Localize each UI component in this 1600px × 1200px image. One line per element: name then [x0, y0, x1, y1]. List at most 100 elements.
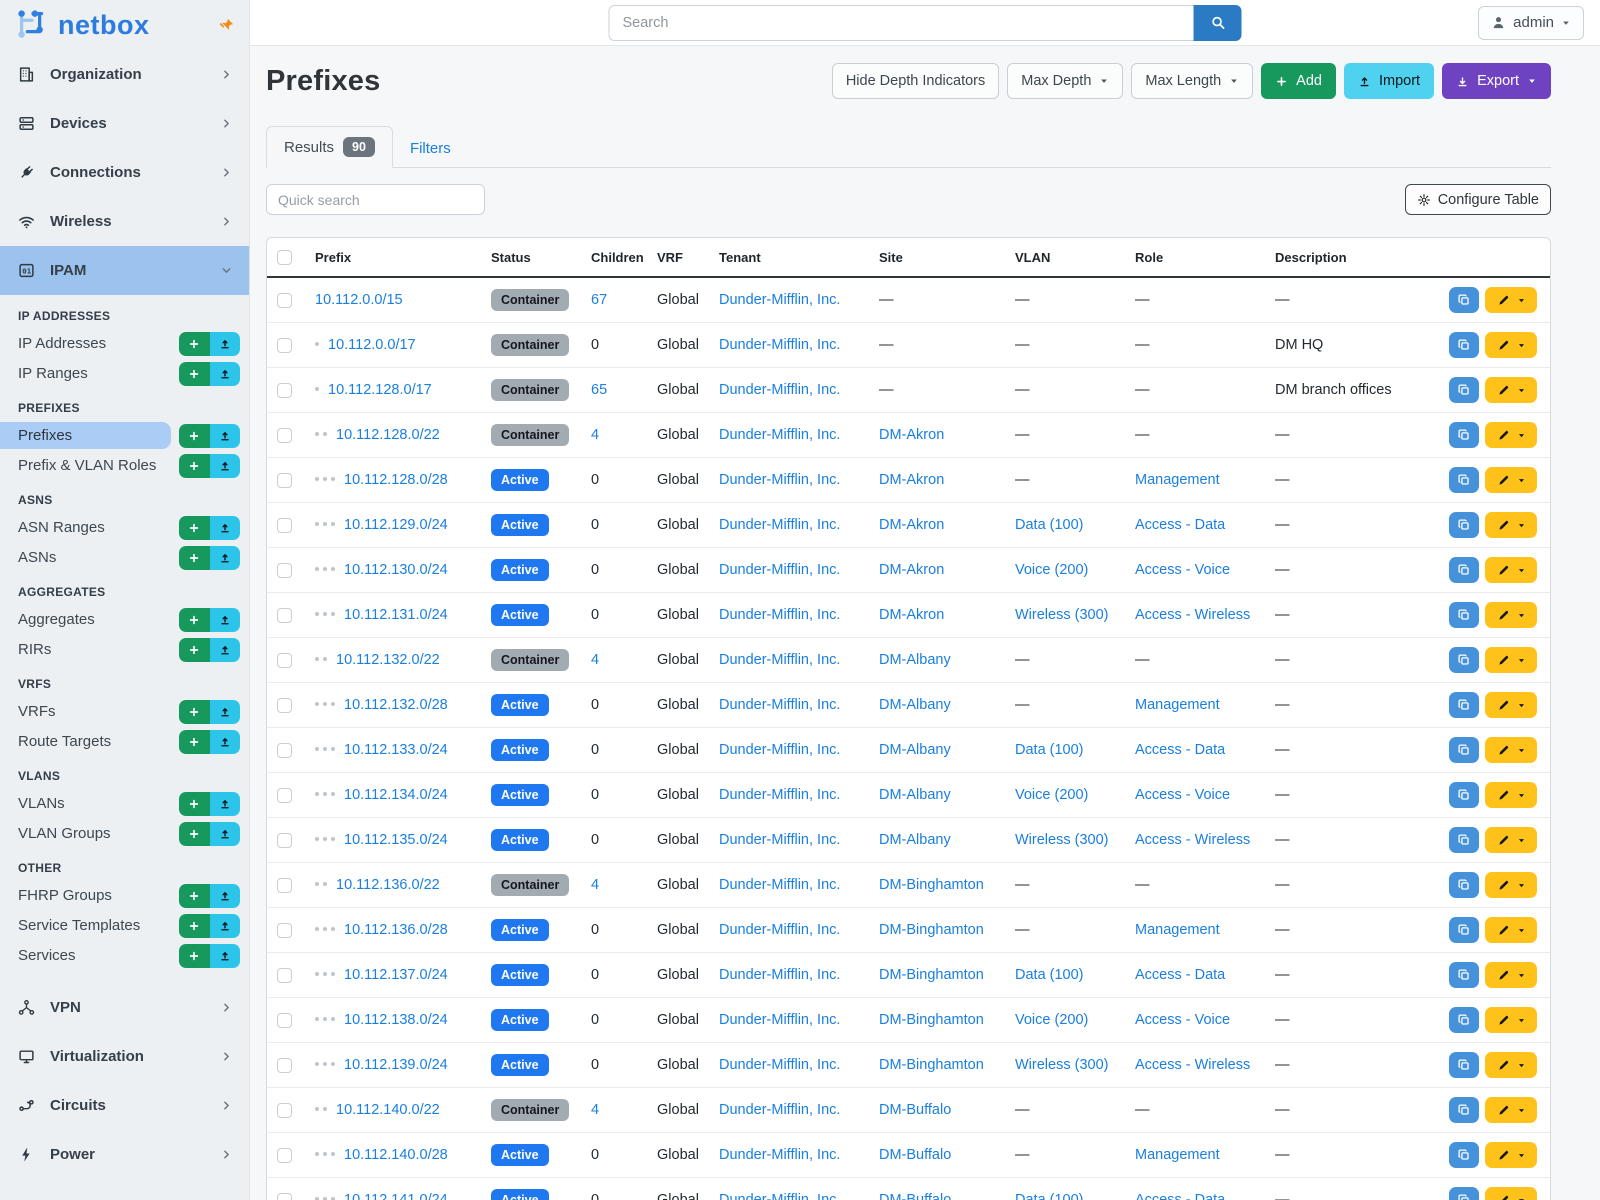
tenant-link[interactable]: Dunder-Mifflin, Inc.	[719, 382, 841, 399]
quick-add-button[interactable]	[179, 637, 210, 662]
prefix-link[interactable]: 10.112.132.0/28	[344, 697, 448, 714]
site-link[interactable]: DM-Albany	[879, 742, 951, 759]
sidebar-link-services[interactable]: Services	[18, 947, 76, 964]
clone-button[interactable]	[1449, 287, 1479, 314]
export-dropdown[interactable]: Export	[1442, 63, 1551, 99]
quick-import-button[interactable]	[209, 361, 240, 386]
sidebar-link-vlans[interactable]: VLANs	[18, 795, 65, 812]
prefix-link[interactable]: 10.112.130.0/24	[344, 562, 448, 579]
clone-button[interactable]	[1449, 512, 1479, 539]
clone-button[interactable]	[1449, 557, 1479, 584]
tenant-link[interactable]: Dunder-Mifflin, Inc.	[719, 697, 841, 714]
sidebar-link-route-targets[interactable]: Route Targets	[18, 733, 112, 750]
clone-button[interactable]	[1449, 422, 1479, 449]
user-menu-button[interactable]: admin	[1478, 5, 1584, 40]
tenant-link[interactable]: Dunder-Mifflin, Inc.	[719, 607, 841, 624]
tenant-link[interactable]: Dunder-Mifflin, Inc.	[719, 787, 841, 804]
clone-button[interactable]	[1449, 332, 1479, 359]
column-header-site[interactable]: Site	[869, 238, 1005, 279]
clone-button[interactable]	[1449, 1052, 1479, 1079]
role-link[interactable]: Management	[1135, 472, 1220, 489]
prefix-link[interactable]: 10.112.138.0/24	[344, 1012, 448, 1029]
tenant-link[interactable]: Dunder-Mifflin, Inc.	[719, 1192, 840, 1200]
prefix-link[interactable]: 10.112.129.0/24	[344, 517, 448, 534]
prefix-link[interactable]: 10.112.134.0/24	[344, 787, 448, 804]
quick-import-button[interactable]	[209, 637, 240, 662]
children-count[interactable]: 4	[591, 877, 600, 894]
edit-button[interactable]	[1485, 872, 1537, 899]
sidebar-item-wireless[interactable]: Wireless	[0, 197, 249, 246]
row-checkbox[interactable]	[277, 1012, 292, 1028]
configure-table-button[interactable]: Configure Table	[1404, 184, 1551, 215]
select-all-checkbox[interactable]	[277, 250, 292, 266]
clone-button[interactable]	[1449, 872, 1479, 899]
clone-button[interactable]	[1449, 602, 1479, 629]
sidebar-link-asns[interactable]: ASNs	[18, 549, 57, 566]
tab-filters[interactable]: Filters	[409, 140, 451, 157]
tenant-link[interactable]: Dunder-Mifflin, Inc.	[719, 1147, 841, 1164]
edit-button[interactable]	[1485, 1052, 1537, 1079]
quick-add-button[interactable]	[179, 729, 210, 754]
sidebar-link-vlan-groups[interactable]: VLAN Groups	[18, 825, 111, 842]
edit-button[interactable]	[1485, 467, 1537, 494]
prefix-link[interactable]: 10.112.136.0/28	[344, 922, 448, 939]
row-checkbox[interactable]	[277, 877, 292, 893]
quick-add-button[interactable]	[179, 423, 210, 448]
sidebar-item-circuits[interactable]: Circuits	[0, 1081, 249, 1130]
edit-button[interactable]	[1485, 512, 1537, 539]
prefix-link[interactable]: 10.112.140.0/22	[336, 1102, 440, 1119]
edit-button[interactable]	[1485, 647, 1537, 674]
add-button[interactable]: Add	[1261, 63, 1336, 99]
sidebar-link-fhrp-groups[interactable]: FHRP Groups	[18, 887, 112, 904]
vlan-link[interactable]: Wireless (300)	[1015, 1057, 1109, 1074]
quick-import-button[interactable]	[209, 515, 240, 540]
clone-button[interactable]	[1449, 737, 1479, 764]
vlan-link[interactable]: Wireless (300)	[1015, 832, 1109, 849]
site-link[interactable]: DM-Akron	[879, 427, 945, 444]
tenant-link[interactable]: Dunder-Mifflin, Inc.	[719, 1012, 841, 1029]
prefix-link[interactable]: 10.112.0.0/17	[328, 337, 416, 354]
quick-add-button[interactable]	[179, 331, 210, 356]
vlan-link[interactable]: Voice (200)	[1015, 562, 1089, 579]
clone-button[interactable]	[1449, 917, 1479, 944]
sidebar-item-power[interactable]: Power	[0, 1130, 249, 1179]
sidebar-link-rirs[interactable]: RIRs	[18, 641, 52, 658]
quick-add-button[interactable]	[179, 883, 210, 908]
prefix-link[interactable]: 10.112.0.0/15	[315, 292, 403, 309]
brand-name[interactable]: netbox	[58, 9, 150, 40]
site-link[interactable]: DM-Buffalo	[879, 1192, 951, 1200]
column-header-vrf[interactable]: VRF	[647, 238, 709, 279]
sidebar-link-aggregates[interactable]: Aggregates	[18, 611, 95, 628]
sidebar-item-organization[interactable]: Organization	[0, 50, 249, 99]
quick-import-button[interactable]	[209, 791, 240, 816]
quick-import-button[interactable]	[209, 453, 240, 478]
quick-import-button[interactable]	[209, 607, 240, 632]
tenant-link[interactable]: Dunder-Mifflin, Inc.	[719, 1057, 841, 1074]
clone-button[interactable]	[1449, 467, 1479, 494]
clone-button[interactable]	[1449, 1142, 1479, 1169]
quick-add-button[interactable]	[179, 821, 210, 846]
role-link[interactable]: Access - Data	[1135, 967, 1226, 984]
quick-import-button[interactable]	[209, 729, 240, 754]
clone-button[interactable]	[1449, 782, 1479, 809]
max-depth-dropdown[interactable]: Max Depth	[1007, 63, 1124, 99]
tenant-link[interactable]: Dunder-Mifflin, Inc.	[719, 742, 841, 759]
tenant-link[interactable]: Dunder-Mifflin, Inc.	[719, 877, 841, 894]
max-length-dropdown[interactable]: Max Length	[1131, 63, 1254, 99]
tenant-link[interactable]: Dunder-Mifflin, Inc.	[719, 1102, 841, 1119]
tenant-link[interactable]: Dunder-Mifflin, Inc.	[719, 472, 841, 489]
quick-add-button[interactable]	[179, 361, 210, 386]
prefix-link[interactable]: 10.112.128.0/22	[336, 427, 440, 444]
tenant-link[interactable]: Dunder-Mifflin, Inc.	[719, 832, 841, 849]
tenant-link[interactable]: Dunder-Mifflin, Inc.	[719, 292, 841, 309]
pin-sidebar-icon[interactable]	[218, 17, 235, 34]
import-button[interactable]: Import	[1343, 63, 1435, 99]
sidebar-item-devices[interactable]: Devices	[0, 99, 249, 148]
site-link[interactable]: DM-Albany	[879, 697, 951, 714]
children-count[interactable]: 4	[591, 427, 600, 444]
role-link[interactable]: Access - Data	[1135, 742, 1226, 759]
edit-button[interactable]	[1485, 782, 1537, 809]
quick-add-button[interactable]	[179, 515, 210, 540]
sidebar-link-prefix-vlan-roles[interactable]: Prefix & VLAN Roles	[18, 457, 157, 474]
row-checkbox[interactable]	[277, 652, 292, 668]
